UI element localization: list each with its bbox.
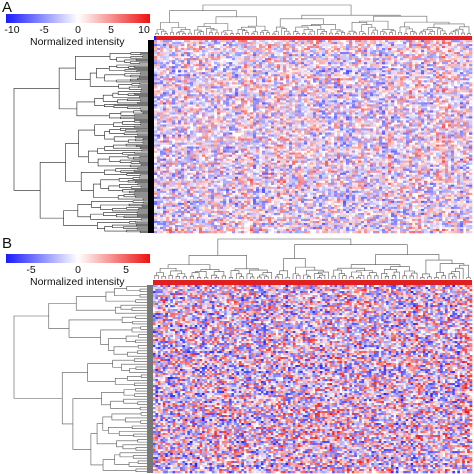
colorbar-b-tick: 5 (123, 265, 129, 276)
colorbar-a-tick: 10 (138, 25, 150, 36)
colorbar-a-label: Normalized intensity (30, 37, 125, 48)
heatmap-b-cells (153, 285, 473, 474)
panel-label-a: A (2, 0, 12, 15)
row-dendrogram-b (13, 286, 147, 472)
column-dendrogram-a (155, 4, 471, 35)
colorbar-a-tick: -10 (4, 25, 19, 36)
column-annotation-bar-b (153, 280, 472, 285)
colorbar-a (6, 14, 150, 23)
colorbar-b (6, 254, 150, 263)
heatmap-a-graphic (13, 4, 473, 234)
colorbar-a-tick: -5 (39, 25, 48, 36)
row-annotation-bar-b (147, 285, 153, 473)
heatmap-b-graphic (13, 238, 473, 474)
heatmap-a-cells (154, 40, 473, 234)
colorbar-b-label: Normalized intensity (30, 277, 125, 288)
column-annotation-bar-a (154, 36, 472, 40)
colorbar-b-tick: -5 (26, 265, 35, 276)
colorbar-a-tick: 5 (108, 25, 114, 36)
colorbar-b-tick: 0 (75, 265, 81, 276)
panel-label-b: B (2, 236, 12, 251)
column-dendrogram-b (154, 238, 471, 279)
heatmap-panel-b: B -5 0 5 Normalized intensity (0, 236, 474, 474)
row-dendrogram-a (13, 52, 148, 233)
colorbar-a-tick: 0 (75, 25, 81, 36)
heatmap-panel-a: A -10 -5 0 5 10 Normalized intensity (0, 0, 474, 236)
row-annotation-bar-a (148, 40, 154, 233)
